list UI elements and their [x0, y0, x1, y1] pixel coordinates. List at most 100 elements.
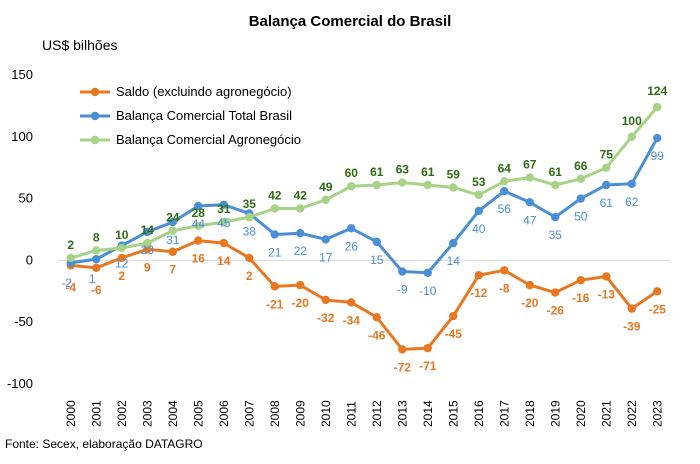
data-point	[551, 212, 560, 222]
data-point	[143, 245, 152, 254]
data-label: 26	[345, 239, 359, 253]
data-label: -32	[317, 311, 335, 325]
data-point	[321, 295, 330, 305]
data-label: -13	[598, 287, 616, 301]
data-point	[194, 221, 203, 230]
data-label: -21	[266, 297, 284, 311]
data-point	[500, 186, 509, 196]
data-point	[627, 132, 636, 141]
legend-label: Balança Comercial Agronegócio	[116, 132, 301, 147]
data-label: 42	[294, 188, 308, 202]
x-tick-label: 2003	[140, 400, 154, 427]
data-label: 66	[574, 159, 588, 173]
series-layer: -4 -629 716 142-21 -20-32 -34-46-72 -71-45-12-…	[61, 84, 667, 374]
data-label: 14	[217, 254, 231, 268]
x-tick-label: 2012	[370, 400, 384, 427]
data-point	[321, 195, 330, 205]
data-label: -8	[499, 281, 510, 295]
data-point	[92, 254, 101, 264]
legend-swatch-marker	[90, 135, 100, 145]
data-label: 60	[345, 166, 359, 180]
data-point	[270, 204, 279, 213]
data-label: 99	[651, 149, 665, 163]
data-label: -26	[547, 304, 565, 318]
data-point	[500, 266, 509, 275]
data-label: 15	[370, 253, 384, 267]
series-line	[70, 239, 659, 351]
data-labels-0: -4 -629 716 142-21 -20-32 -34-46-72 -71-45-12-…	[65, 252, 666, 375]
data-point	[576, 194, 585, 203]
data-point	[474, 271, 483, 280]
series-0	[66, 236, 662, 354]
data-point	[92, 246, 101, 255]
data-label: 50	[574, 210, 588, 224]
data-point	[372, 180, 381, 190]
data-label: 38	[243, 224, 257, 238]
data-label: 42	[268, 188, 282, 202]
data-point	[449, 183, 458, 192]
data-point	[500, 177, 509, 186]
data-point	[627, 304, 636, 313]
data-label: -71	[419, 359, 437, 373]
x-tick-label: 2020	[574, 400, 588, 427]
x-axis-ticks: 2000 2001 2002 2003 2004 2005 2006 2007 2008 2009…	[64, 400, 665, 427]
y-tick-label: 0	[26, 252, 33, 267]
data-point	[270, 282, 279, 291]
data-point	[296, 280, 305, 290]
x-tick-label: 2011	[344, 401, 358, 427]
series-2	[66, 102, 662, 263]
data-point	[168, 226, 177, 235]
data-point	[66, 253, 75, 263]
data-label: 31	[166, 233, 180, 247]
data-label: 17	[319, 250, 333, 264]
y-tick-label: 100	[11, 129, 33, 144]
x-tick-label: 2017	[497, 400, 511, 427]
x-tick-label: 2013	[395, 400, 409, 427]
data-label: 31	[217, 202, 231, 216]
x-tick-label: 2021	[599, 400, 613, 427]
data-label: 35	[549, 228, 563, 242]
data-point	[653, 102, 662, 112]
data-label: 59	[447, 167, 461, 181]
data-point	[602, 272, 611, 281]
data-point	[245, 253, 254, 263]
data-point	[194, 201, 203, 211]
data-label: 44	[192, 217, 206, 231]
data-label: 2	[118, 269, 125, 283]
data-point	[347, 224, 356, 233]
data-label: -16	[572, 291, 590, 305]
data-point	[576, 174, 585, 184]
data-label: 40	[472, 222, 486, 236]
data-point	[576, 275, 585, 285]
data-label: 67	[523, 158, 537, 172]
data-label: 8	[93, 231, 100, 245]
data-label: 12	[115, 257, 129, 271]
data-label: 21	[268, 245, 282, 259]
data-label: -25	[649, 302, 667, 316]
data-point	[296, 204, 305, 213]
data-point	[398, 178, 407, 187]
data-label: 63	[396, 163, 410, 177]
y-axis-ticks: -100 -50 0 50 100 150	[7, 67, 33, 391]
data-point	[398, 267, 407, 276]
chart-title: Balança Comercial do Brasil	[249, 13, 452, 30]
data-label: -9	[397, 283, 408, 297]
data-label: 28	[192, 206, 206, 220]
data-label: -20	[521, 296, 539, 310]
x-tick-label: 2007	[242, 400, 256, 427]
x-tick-label: 2014	[421, 400, 435, 427]
data-point	[525, 173, 534, 182]
data-label: -2	[61, 276, 72, 290]
data-label: 56	[498, 202, 512, 216]
data-label: -72	[394, 360, 412, 374]
x-tick-label: 2023	[650, 400, 664, 427]
data-label: -45	[445, 327, 463, 341]
data-point	[525, 198, 534, 207]
source-note: Fonte: Secex, elaboração DATAGRO	[5, 437, 203, 451]
data-label: 61	[600, 196, 614, 210]
data-label: 35	[243, 197, 257, 211]
x-tick-label: 2022	[625, 400, 639, 427]
x-tick-label: 2016	[472, 400, 486, 427]
